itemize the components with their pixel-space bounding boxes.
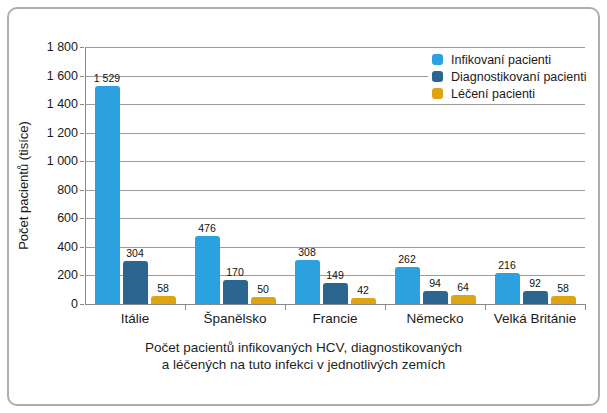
category-label-4: Německo	[385, 311, 485, 326]
x-tick-mark	[185, 305, 186, 310]
y-tick-mark	[80, 133, 84, 134]
bar-value-label: 64	[438, 282, 488, 293]
y-tick-mark	[80, 161, 84, 162]
bar-infikovaní-3	[295, 260, 320, 304]
y-tick-label: 0	[34, 298, 78, 310]
bar-léčení-4	[451, 295, 476, 304]
legend-swatch-icon	[432, 71, 443, 82]
gridline-800	[85, 190, 585, 191]
y-tick-label: 600	[34, 212, 78, 224]
chart-caption-line2: a léčených na tuto infekci v jednotlivýc…	[0, 356, 607, 373]
category-label-2: Španělsko	[185, 311, 285, 326]
bar-value-label: 149	[310, 270, 360, 281]
gridline-1000	[85, 161, 585, 162]
legend-swatch-icon	[432, 88, 443, 99]
bar-value-label: 308	[282, 247, 332, 258]
bar-value-label: 58	[138, 283, 188, 294]
legend-item-1: Infikovaní pacienti	[432, 51, 586, 68]
x-axis-line	[85, 304, 586, 305]
bar-léčení-2	[251, 297, 276, 304]
y-tick-label: 200	[34, 269, 78, 281]
chart-caption-line1: Počet pacientů infikovaných HCV, diagnos…	[0, 339, 607, 356]
y-tick-label: 1 600	[34, 70, 78, 82]
bar-value-label: 216	[482, 260, 532, 271]
chart-caption: Počet pacientů infikovaných HCV, diagnos…	[0, 339, 607, 373]
bar-value-label: 262	[382, 254, 432, 265]
legend-item-label: Infikovaní pacienti	[451, 53, 551, 67]
bar-value-label: 50	[238, 284, 288, 295]
legend-swatch-icon	[432, 54, 443, 65]
chart-legend: Infikovaní pacienti Diagnostikovaní pacie…	[428, 49, 586, 104]
y-axis-line	[85, 47, 86, 304]
category-label-1: Itálie	[85, 311, 185, 326]
legend-item-label: Léčení pacienti	[451, 87, 535, 101]
bar-value-label: 304	[110, 248, 160, 259]
gridline-1200	[85, 133, 585, 134]
gridline-1800	[85, 47, 585, 48]
y-tick-label: 1 400	[34, 98, 78, 110]
y-tick-mark	[80, 218, 84, 219]
category-label-5: Velká Británie	[485, 311, 585, 326]
legend-item-3: Léčení pacienti	[432, 85, 586, 102]
bar-value-label: 476	[182, 223, 232, 234]
y-tick-mark	[80, 47, 84, 48]
y-tick-label: 1 000	[34, 155, 78, 167]
bar-value-label: 42	[338, 285, 388, 296]
y-tick-label: 1 800	[34, 41, 78, 53]
y-tick-mark	[80, 304, 84, 305]
gridline-600	[85, 218, 585, 219]
y-tick-mark	[80, 275, 84, 276]
bar-value-label: 1 529	[82, 73, 132, 84]
y-tick-label: 400	[34, 241, 78, 253]
legend-item-label: Diagnostikovaní pacienti	[451, 70, 587, 84]
y-tick-mark	[80, 104, 84, 105]
x-tick-mark	[285, 305, 286, 310]
category-label-3: Francie	[285, 311, 385, 326]
bar-infikovaní-1	[95, 86, 120, 304]
bar-value-label: 170	[210, 267, 260, 278]
y-tick-mark	[80, 190, 84, 191]
bar-léčení-5	[551, 296, 576, 304]
x-tick-mark	[485, 305, 486, 310]
x-tick-mark	[385, 305, 386, 310]
y-tick-label: 1 200	[34, 127, 78, 139]
gridline-400	[85, 247, 585, 248]
gridline-1400	[85, 104, 585, 105]
bar-value-label: 58	[538, 283, 588, 294]
y-tick-label: 800	[34, 184, 78, 196]
y-tick-mark	[80, 247, 84, 248]
bar-léčení-3	[351, 298, 376, 304]
x-tick-mark	[585, 305, 586, 310]
legend-item-2: Diagnostikovaní pacienti	[432, 68, 586, 85]
bar-léčení-1	[151, 296, 176, 304]
